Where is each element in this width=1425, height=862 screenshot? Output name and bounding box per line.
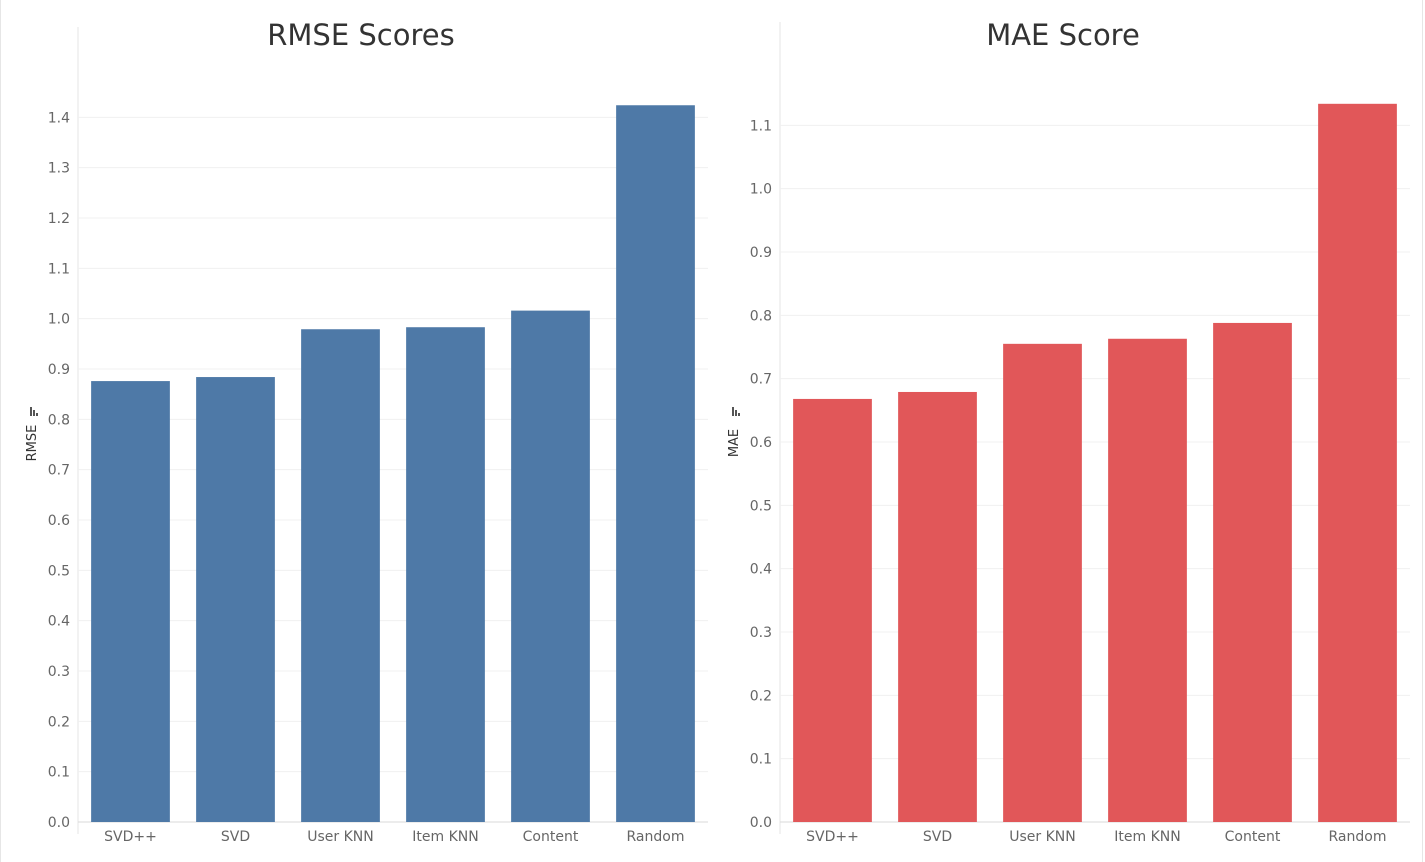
rmse-y-tick-label: 0.3: [48, 664, 70, 680]
rmse-y-axis-label: RMSE: [25, 425, 40, 462]
mae-y-tick-label: 1.0: [750, 182, 772, 198]
mae-y-tick-label: 0.7: [750, 372, 772, 388]
mae-x-category-label: User KNN: [1009, 829, 1076, 845]
rmse-y-tick-label: 0.4: [48, 614, 70, 630]
rmse-x-category-label: Random: [627, 829, 685, 845]
rmse-chart-title: RMSE Scores: [267, 18, 455, 52]
mae-y-tick-label: 0.1: [750, 752, 772, 768]
rmse-y-tick-label: 0.8: [48, 412, 70, 428]
mae-y-tick-label: 0.5: [750, 498, 772, 514]
mae-y-tick-label: 0.9: [750, 245, 772, 261]
rmse-x-category-label: SVD++: [104, 829, 157, 845]
rmse-y-tick-label: 1.3: [48, 161, 70, 177]
rmse-bar-random[interactable]: [616, 105, 695, 822]
rmse-y-tick-label: 0.9: [48, 362, 70, 378]
mae-y-tick-label: 0.3: [750, 625, 772, 641]
rmse-y-tick-label: 0.5: [48, 563, 70, 579]
mae-y-tick-label: 0.2: [750, 688, 772, 704]
mae-x-category-label: SVD++: [806, 829, 859, 845]
rmse-y-tick-label: 0.1: [48, 765, 70, 781]
rmse-bar-chart: 0.0 0.1 0.2 0.3 0.4 0.5 0.6 0.7 0.8 0.9 1.0 1.1 1.2 1…: [25, 27, 708, 845]
rmse-bar-user-knn[interactable]: [301, 329, 380, 822]
rmse-y-tick-label: 0.2: [48, 714, 70, 730]
mae-bar-item-knn[interactable]: [1108, 338, 1187, 822]
rmse-bar-item-knn[interactable]: [406, 327, 485, 822]
rmse-bar-content[interactable]: [511, 310, 590, 822]
rmse-y-tick-label: 1.4: [48, 110, 70, 126]
rmse-bar-svd-[interactable]: [91, 381, 170, 822]
rmse-y-tick-label: 1.0: [48, 312, 70, 328]
rmse-x-category-label: Content: [523, 829, 579, 845]
left-border: [0, 0, 1, 862]
rmse-y-tick-label: 1.2: [48, 211, 70, 227]
mae-chart-title: MAE Score: [986, 18, 1140, 52]
mae-x-category-label: Content: [1225, 829, 1281, 845]
mae-y-axis-label: MAE: [727, 429, 742, 457]
rmse-y-tick-label: 0.7: [48, 463, 70, 479]
rmse-y-tick-label: 0.6: [48, 513, 70, 529]
mae-bar-svd[interactable]: [898, 391, 977, 822]
mae-bar-user-knn[interactable]: [1003, 343, 1082, 822]
mae-y-tick-label: 0.8: [750, 308, 772, 324]
mae-bar-svd-[interactable]: [793, 398, 872, 822]
mae-x-category-label: SVD: [923, 829, 952, 845]
mae-y-tick-label: 0.0: [750, 815, 772, 831]
right-border: [1422, 0, 1423, 862]
mae-bar-random[interactable]: [1318, 103, 1397, 823]
rmse-bar-svd[interactable]: [196, 377, 275, 822]
mae-y-tick-label: 0.4: [750, 562, 772, 578]
sort-descending-icon[interactable]: [30, 407, 38, 416]
sort-descending-icon[interactable]: [732, 407, 740, 416]
rmse-x-category-label: User KNN: [307, 829, 374, 845]
rmse-x-category-label: SVD: [221, 829, 250, 845]
mae-bar-content[interactable]: [1213, 322, 1292, 822]
mae-x-category-label: Random: [1329, 829, 1387, 845]
rmse-y-tick-label: 1.1: [48, 261, 70, 277]
mae-y-tick-label: 1.1: [750, 118, 772, 134]
mae-y-tick-label: 0.6: [750, 435, 772, 451]
rmse-y-tick-label: 0.0: [48, 815, 70, 831]
mae-x-category-label: Item KNN: [1114, 829, 1180, 845]
rmse-x-category-label: Item KNN: [412, 829, 478, 845]
